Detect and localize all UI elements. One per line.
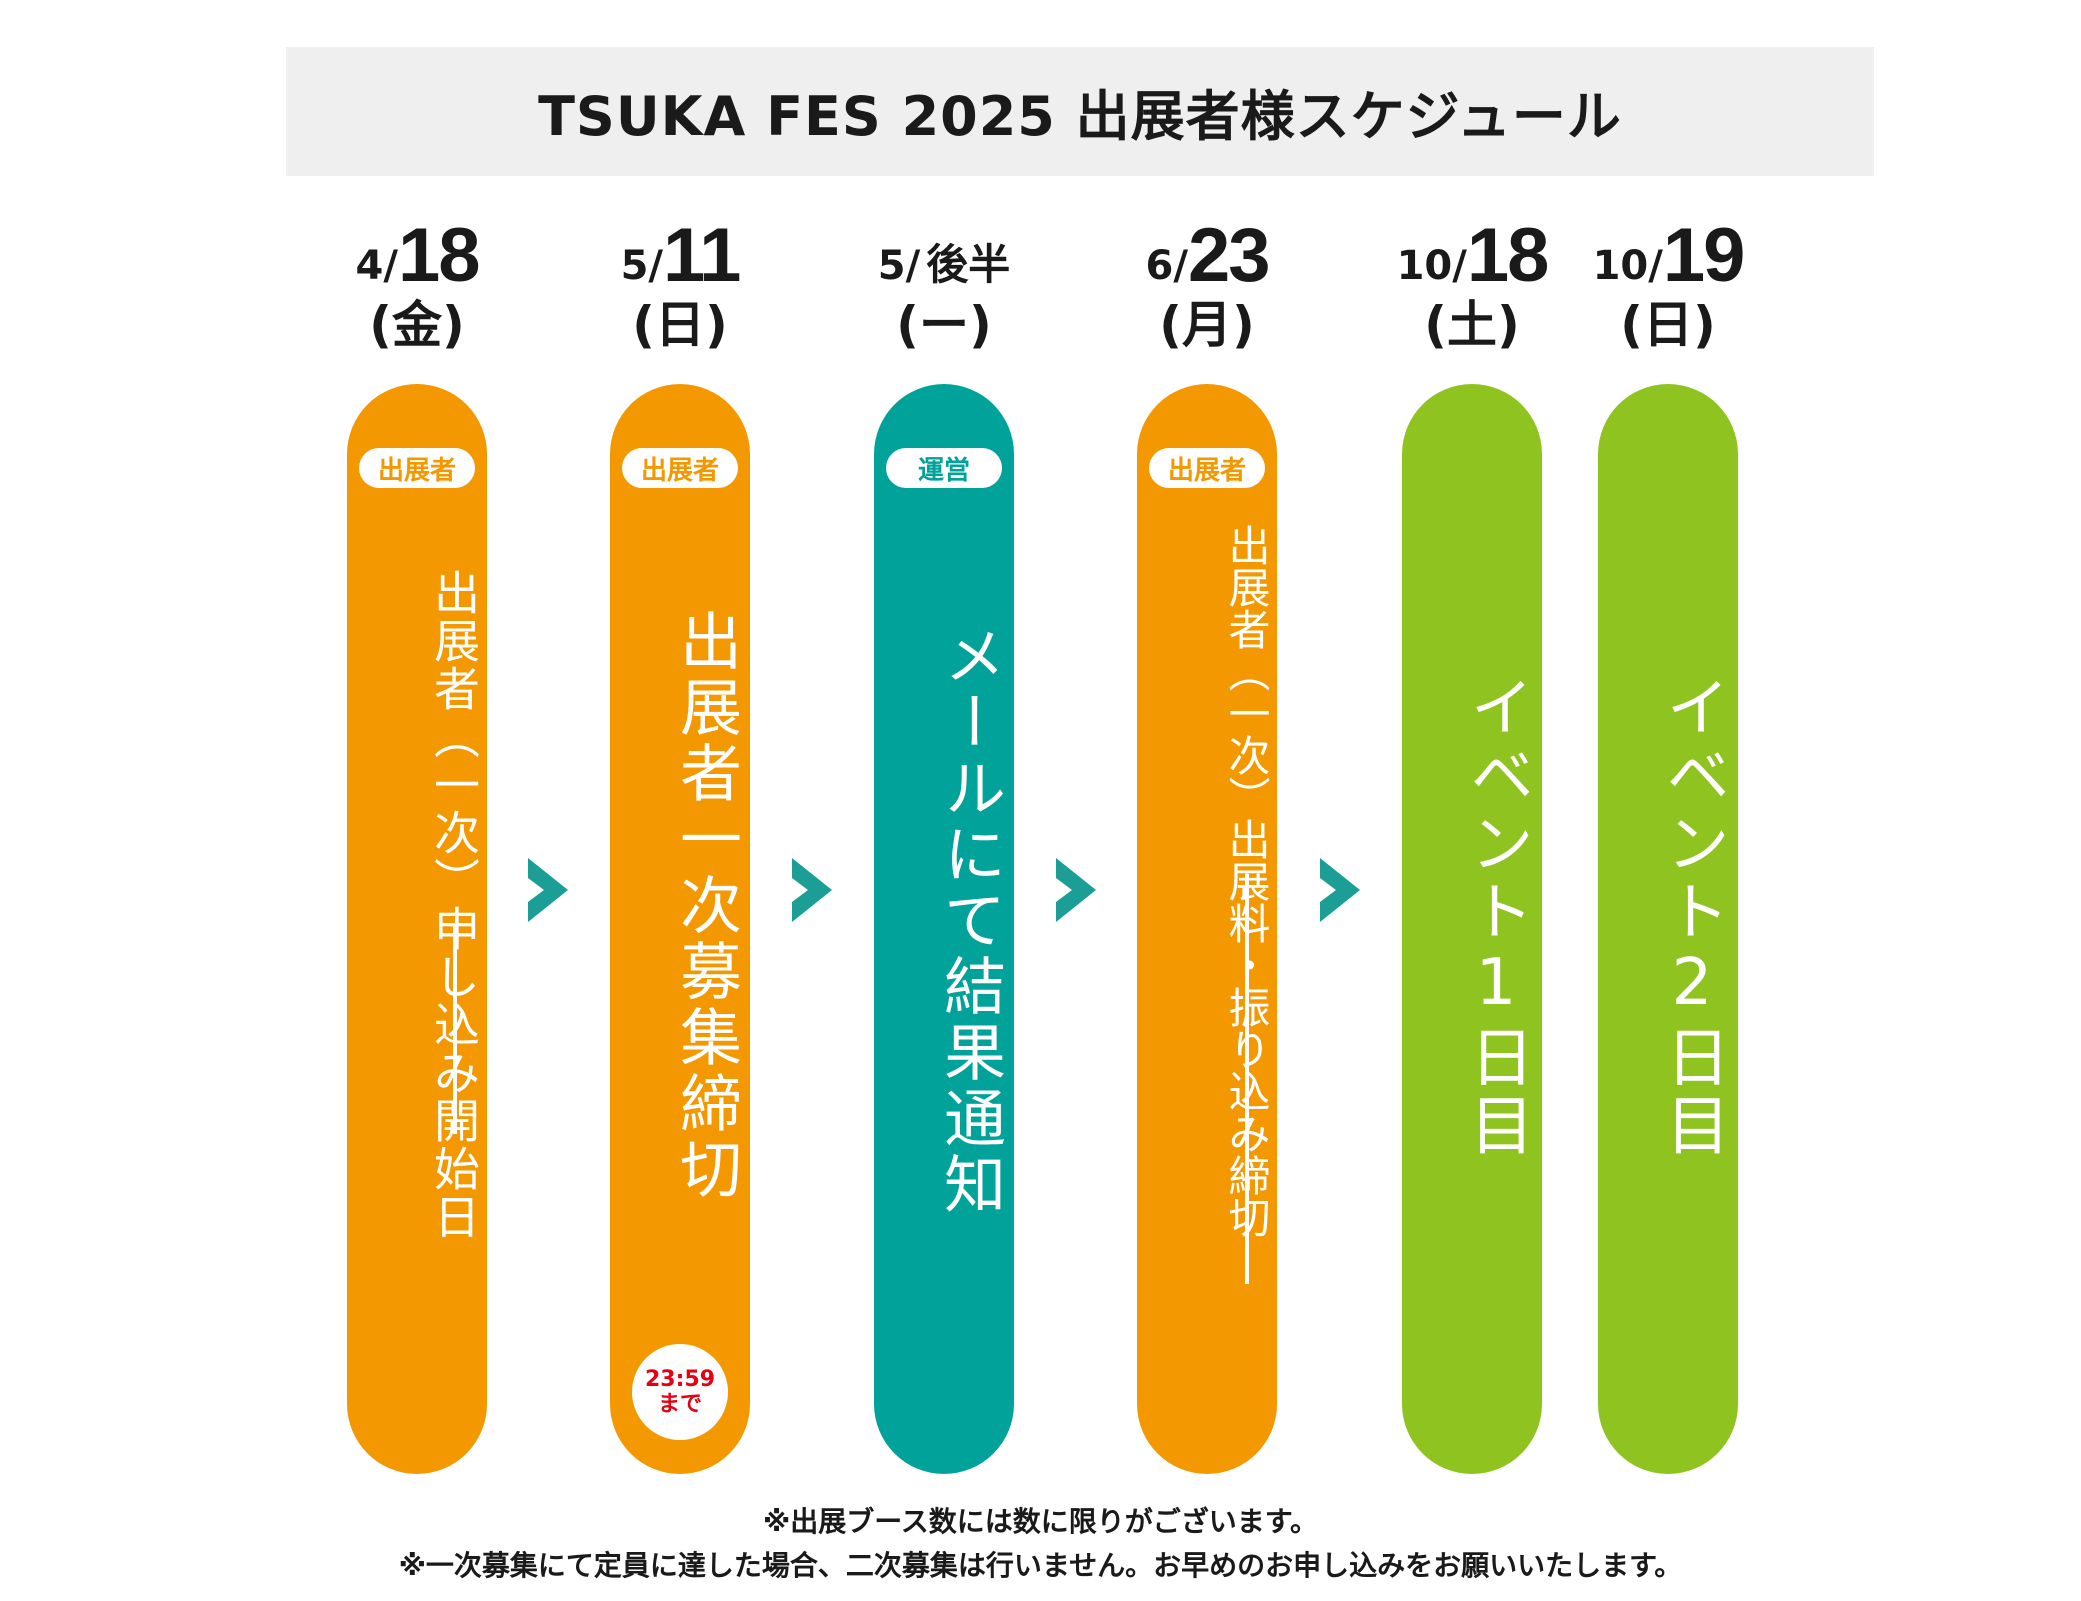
step-text: メールにて結果通知 bbox=[933, 624, 1006, 1218]
date-step-5: 10/18 (土) bbox=[1352, 210, 1592, 354]
chevron-right-icon bbox=[792, 858, 832, 922]
date-step-2: 5/11 (日) bbox=[560, 210, 800, 354]
date-weekday: (月) bbox=[1159, 296, 1255, 354]
date-step-1: 4/18 (金) bbox=[297, 210, 537, 354]
date-weekday: (土) bbox=[1424, 296, 1520, 354]
date-period: 後半 bbox=[926, 240, 1011, 289]
title-bar: TSUKA FES 2025 出展者様スケジュール bbox=[286, 47, 1874, 176]
date-step-3: 5/後半 (ー) bbox=[824, 210, 1064, 354]
footnotes: ※出展ブース数には数に限りがございます。 ※一次募集にて定員に達した場合、二次募… bbox=[0, 1500, 2081, 1588]
date-month: 4/ bbox=[355, 243, 398, 289]
chevron-right-icon bbox=[528, 858, 568, 922]
step-pill-application-start: 出展者 出展者（一次）申し込み開始日 bbox=[347, 384, 487, 1474]
footnote-no-second-recruitment: ※一次募集にて定員に達した場合、二次募集は行いません。お早めのお申し込みをお願い… bbox=[398, 1549, 1683, 1582]
date-month: 5/ bbox=[620, 243, 664, 289]
step-text: 出展者（一次）申し込み開始日 bbox=[427, 569, 481, 1241]
role-badge: 出展者 bbox=[622, 448, 738, 488]
date-month: 10/ bbox=[1396, 243, 1467, 289]
date-day: 18 bbox=[397, 213, 481, 298]
date-month: 10/ bbox=[1592, 243, 1663, 289]
step-pill-result-notification: 運営 メールにて結果通知 bbox=[874, 384, 1014, 1474]
step-pill-fee-payment-deadline: 出展者 出展者（一次）出展料・振り込み締切 bbox=[1137, 384, 1277, 1474]
deadline-time-badge: 23:59 まで bbox=[632, 1344, 728, 1440]
step-text: 出展者（一次）出展料・振り込み締切 bbox=[1222, 524, 1271, 1238]
step-text: 出展者一次募集締切 bbox=[669, 609, 742, 1203]
role-badge: 運営 bbox=[886, 448, 1002, 488]
date-day: 23 bbox=[1187, 213, 1271, 298]
date-weekday: (ー) bbox=[896, 296, 992, 354]
vertical-divider bbox=[453, 924, 457, 1134]
date-weekday: (日) bbox=[632, 296, 728, 354]
chevron-right-icon bbox=[1056, 858, 1096, 922]
page-title: TSUKA FES 2025 出展者様スケジュール bbox=[538, 85, 1622, 148]
step-pill-first-recruitment-deadline: 出展者 出展者一次募集締切 23:59 まで bbox=[610, 384, 750, 1474]
date-day: 18 bbox=[1466, 213, 1550, 298]
date-month: 6/ bbox=[1145, 243, 1188, 289]
step-text: イベント1日目 bbox=[1459, 674, 1533, 1160]
deadline-time: 23:59 bbox=[644, 1366, 716, 1392]
date-weekday: (金) bbox=[369, 296, 465, 354]
date-month: 5/ bbox=[877, 243, 921, 289]
step-pill-event-day-1: イベント1日目 bbox=[1402, 384, 1542, 1474]
date-step-4: 6/23 (月) bbox=[1087, 210, 1327, 354]
footnote-booth-limit: ※出展ブース数には数に限りがございます。 bbox=[762, 1505, 1319, 1538]
role-badge: 出展者 bbox=[1149, 448, 1265, 488]
deadline-suffix: まで bbox=[657, 1392, 702, 1417]
date-day: 19 bbox=[1662, 213, 1746, 298]
chevron-right-icon bbox=[1320, 858, 1360, 922]
date-day: 11 bbox=[663, 213, 741, 298]
role-badge: 出展者 bbox=[359, 448, 475, 488]
date-weekday: (日) bbox=[1620, 296, 1716, 354]
vertical-divider bbox=[1245, 874, 1249, 1284]
step-text: イベント2日目 bbox=[1655, 674, 1729, 1160]
step-pill-event-day-2: イベント2日目 bbox=[1598, 384, 1738, 1474]
date-step-6: 10/19 (日) bbox=[1548, 210, 1788, 354]
